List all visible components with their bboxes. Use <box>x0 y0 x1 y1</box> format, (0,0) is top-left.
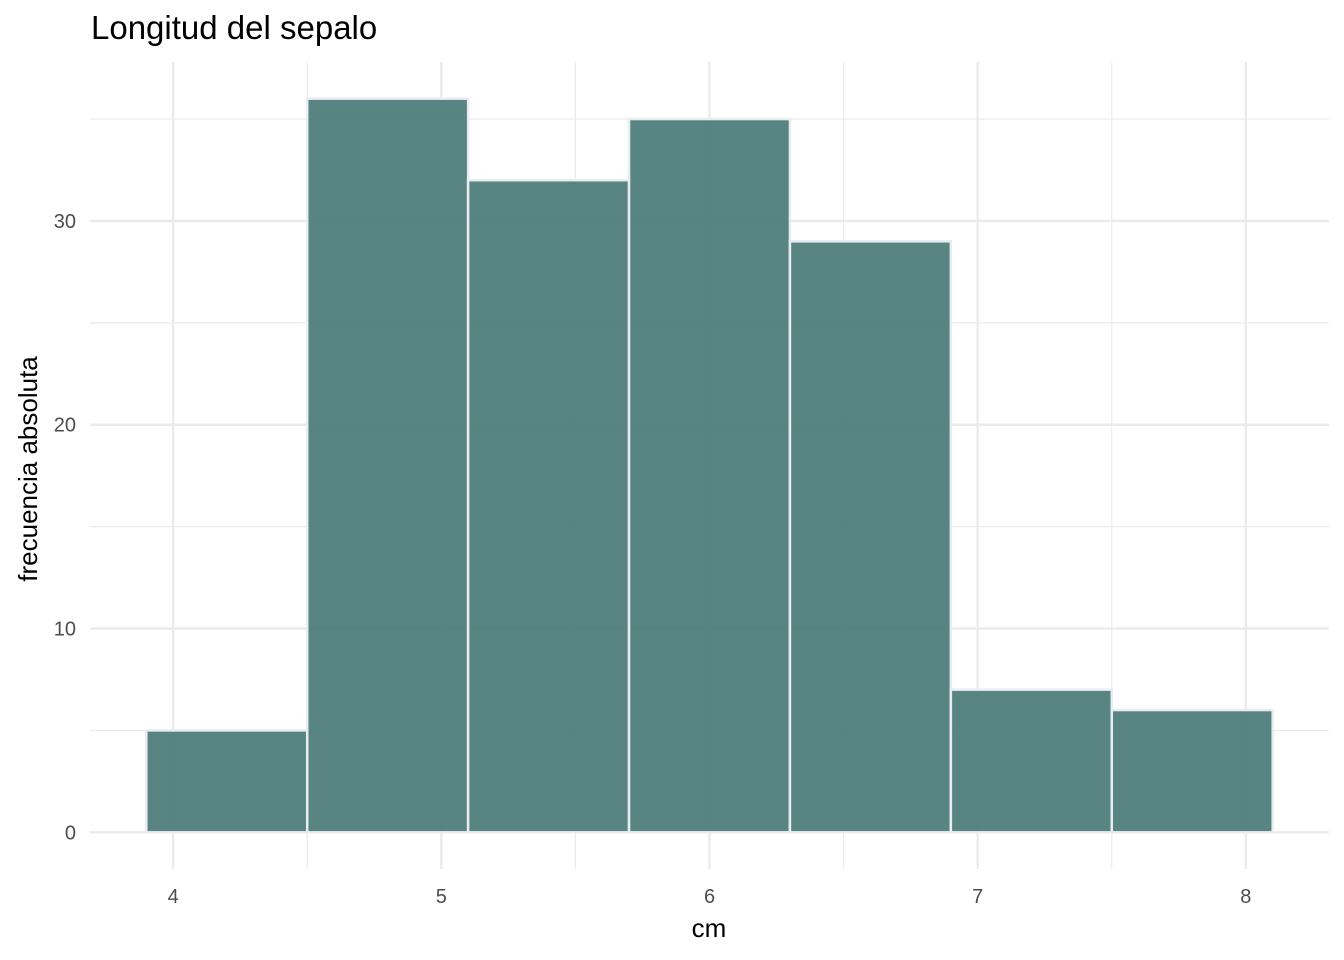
x-tick-label: 7 <box>972 886 983 908</box>
y-axis-ticks: 0 10 20 30 <box>54 211 76 844</box>
histogram-bar <box>305 97 470 834</box>
histogram-bar <box>145 729 309 834</box>
histogram-bar <box>949 688 1114 834</box>
chart-title: Longitud del sepalo <box>91 9 378 46</box>
x-tick-label: 4 <box>168 886 179 908</box>
histogram-bar <box>1110 708 1274 834</box>
y-tick-label: 0 <box>65 822 76 844</box>
bars <box>145 97 1274 834</box>
y-axis-title: frecuencia absoluta <box>13 356 43 582</box>
histogram-bar <box>466 178 631 834</box>
x-tick-label: 8 <box>1240 886 1251 908</box>
x-axis-title: cm <box>692 913 727 943</box>
y-tick-label: 10 <box>54 619 76 641</box>
y-tick-label: 20 <box>54 415 76 437</box>
x-tick-label: 6 <box>704 886 715 908</box>
y-tick-label: 30 <box>54 211 76 233</box>
x-axis-ticks: 4 5 6 7 8 <box>168 886 1252 908</box>
histogram-bar <box>627 117 792 834</box>
x-tick-label: 5 <box>436 886 447 908</box>
histogram-bar <box>788 240 953 834</box>
